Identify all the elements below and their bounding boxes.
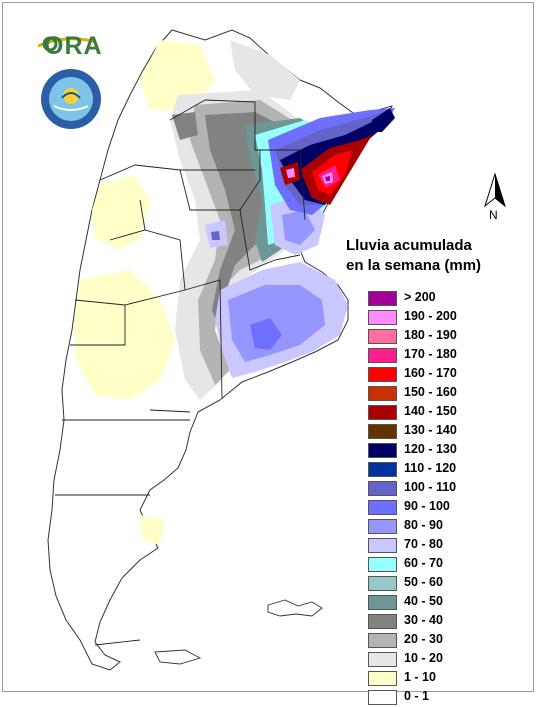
legend-swatch: [368, 481, 397, 496]
legend-label: 1 - 10: [404, 670, 436, 684]
legend-item: 140 - 150: [368, 403, 508, 422]
zone-80-90-pampas: [228, 285, 325, 362]
legend-swatch: [368, 576, 397, 591]
legend-label: 80 - 90: [404, 518, 443, 532]
legend-label: 100 - 110: [404, 480, 457, 494]
zone-120-130-misiones: [370, 108, 395, 132]
legend-item: 40 - 50: [368, 593, 508, 612]
legend-swatch: [368, 652, 397, 667]
legend-label: 130 - 140: [404, 423, 457, 437]
legend-swatch: [368, 500, 397, 515]
zone-30-40-north: [172, 112, 198, 140]
legend-swatch: [368, 405, 397, 420]
legend-item: 0 - 1: [368, 688, 508, 707]
legend-label: 50 - 60: [404, 575, 443, 589]
zone-1-10-northwest: [92, 175, 150, 250]
legend-swatch: [368, 424, 397, 439]
legend-label: 120 - 130: [404, 442, 457, 456]
legend-label: 160 - 170: [404, 366, 457, 380]
legend-item: 70 - 80: [368, 536, 508, 555]
legend-swatch: [368, 462, 397, 477]
zone-10-20-north: [230, 40, 300, 100]
legend-swatch: [368, 310, 397, 325]
legend-item: 10 - 20: [368, 650, 508, 669]
legend-label: 70 - 80: [404, 537, 443, 551]
legend-swatch: [368, 614, 397, 629]
legend-item: 180 - 190: [368, 327, 508, 346]
legend-swatch: [368, 291, 397, 306]
legend-swatch: [368, 690, 397, 705]
legend-swatch: [368, 633, 397, 648]
legend-label: 190 - 200: [404, 309, 457, 323]
legend-swatch: [368, 519, 397, 534]
legend-label: 90 - 100: [404, 499, 450, 513]
zone-80-90-entre-rios: [282, 210, 315, 245]
legend-item: 150 - 160: [368, 384, 508, 403]
legend-label: 60 - 70: [404, 556, 443, 570]
legend-label: 110 - 120: [404, 461, 457, 475]
legend-swatch: [368, 329, 397, 344]
legend-item: 60 - 70: [368, 555, 508, 574]
legend-title-line-2: en la semana (mm): [346, 257, 482, 274]
legend-label: 20 - 30: [404, 632, 443, 646]
legend-swatch: [368, 538, 397, 553]
legend-item: 170 - 180: [368, 346, 508, 365]
legend-swatch: [368, 367, 397, 382]
zone-90-100-pampas: [250, 318, 282, 350]
zone-1-10-north: [140, 40, 215, 110]
legend-swatch: [368, 386, 397, 401]
malvinas-islands: [267, 599, 323, 617]
legend-title: Lluvia acumulada en la semana (mm): [346, 236, 526, 276]
legend-label: 180 - 190: [404, 328, 457, 342]
north-arrow: N: [480, 172, 510, 222]
legend-label: 140 - 150: [404, 404, 457, 418]
legend-swatch: [368, 557, 397, 572]
legend-item: 1 - 10: [368, 669, 508, 688]
legend-item: 190 - 200: [368, 308, 508, 327]
north-arrow-icon: [484, 172, 506, 208]
legend-title-line-1: Lluvia acumulada: [346, 237, 472, 254]
national-weather-service-seal-icon: [40, 68, 102, 130]
legend-item: 130 - 140: [368, 422, 508, 441]
legend-swatch: [368, 595, 397, 610]
legend-item: 50 - 60: [368, 574, 508, 593]
legend-label: 150 - 160: [404, 385, 457, 399]
legend-label: 0 - 1: [404, 689, 430, 703]
ora-logo-swoosh-icon: [37, 36, 97, 52]
legend-item: > 200: [368, 289, 508, 308]
zone-1-10-south: [140, 515, 165, 545]
legend-swatch: [368, 671, 397, 686]
legend: > 200 190 - 200 180 - 190 170 - 180 160 - 17…: [368, 289, 508, 707]
legend-item: 80 - 90: [368, 517, 508, 536]
legend-swatch: [368, 443, 397, 458]
zone-190-200-chaco: [286, 168, 295, 178]
zone-above-200-ne: [325, 176, 330, 181]
legend-label: 40 - 50: [404, 594, 443, 608]
zone-100-110-cordoba: [211, 231, 220, 240]
legend-item: 120 - 130: [368, 441, 508, 460]
legend-swatch: [368, 348, 397, 363]
legend-item: 160 - 170: [368, 365, 508, 384]
ora-logo-text: ORA: [44, 32, 103, 60]
legend-item: 100 - 110: [368, 479, 508, 498]
north-arrow-label: N: [489, 208, 498, 222]
tierra-del-fuego: [154, 649, 202, 665]
legend-label: 30 - 40: [404, 613, 443, 627]
legend-label: 10 - 20: [404, 651, 443, 665]
legend-item: 20 - 30: [368, 631, 508, 650]
legend-item: 90 - 100: [368, 498, 508, 517]
ora-logo: ORA: [36, 30, 106, 62]
legend-label: 170 - 180: [404, 347, 457, 361]
legend-item: 110 - 120: [368, 460, 508, 479]
legend-label: > 200: [404, 290, 436, 304]
province-boundaries: [55, 99, 306, 646]
legend-item: 30 - 40: [368, 612, 508, 631]
